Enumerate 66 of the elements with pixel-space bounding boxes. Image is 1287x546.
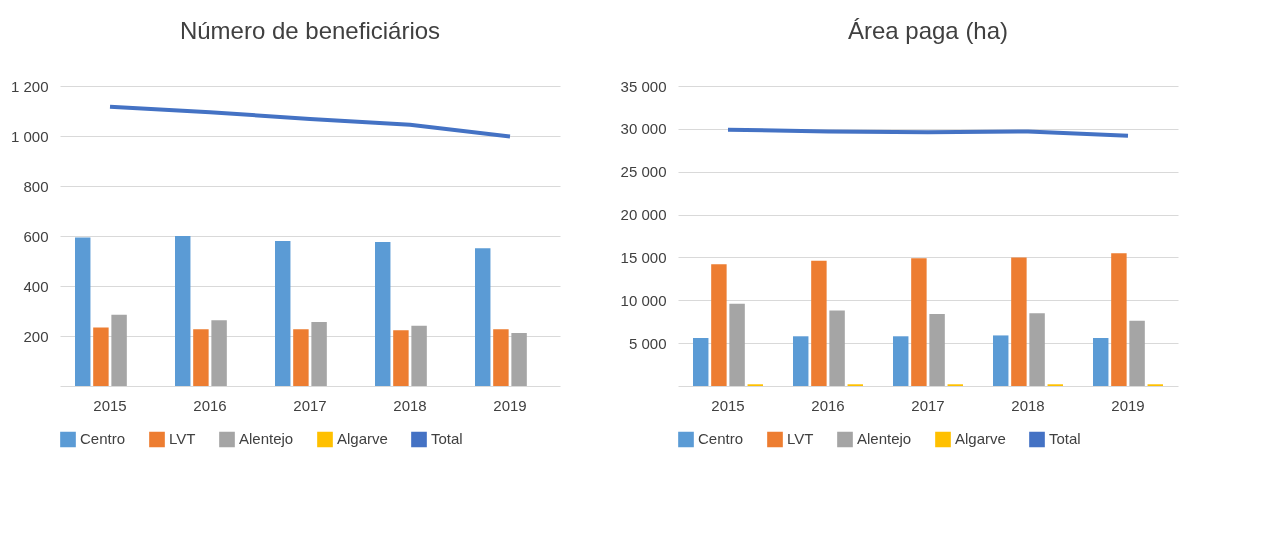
chart-title: Área paga (ha) (847, 17, 1009, 44)
x-tick-label: 2015 (711, 396, 745, 414)
bar (75, 237, 91, 386)
legend-label: LVT (169, 430, 196, 448)
bar (929, 314, 945, 386)
bar (729, 303, 745, 386)
bar (111, 314, 127, 386)
x-tick-label: 2015 (93, 396, 127, 414)
y-tick-label: 10 000 (620, 291, 667, 309)
bar (811, 260, 827, 386)
bar (1029, 313, 1045, 386)
bar (193, 329, 209, 386)
bar (293, 329, 309, 386)
legend-label: LVT (787, 430, 814, 448)
legend-label: Algarve (955, 430, 1006, 448)
x-tick-label: 2019 (1111, 396, 1145, 414)
bar (693, 338, 709, 386)
y-tick-label: 25 000 (620, 163, 667, 181)
y-tick-label: 15 000 (620, 248, 667, 266)
legend-label: Total (1049, 430, 1081, 448)
y-tick-label: 20 000 (620, 206, 667, 224)
bar (1011, 257, 1027, 386)
bar (1093, 338, 1109, 386)
legend-label: Algarve (337, 430, 388, 448)
y-tick-label: 400 (23, 277, 49, 295)
y-tick-label: 600 (23, 227, 49, 245)
y-tick-label: 35 000 (620, 77, 667, 95)
x-tick-label: 2017 (293, 396, 327, 414)
bar (493, 329, 509, 386)
legend-label: Centro (698, 430, 744, 448)
bar (1111, 253, 1127, 386)
y-tick-label: 200 (23, 327, 49, 345)
bar (211, 320, 227, 386)
bar (711, 264, 727, 386)
x-tick-label: 2017 (911, 396, 945, 414)
x-tick-label: 2016 (193, 396, 227, 414)
bar (175, 236, 191, 386)
bar (1129, 320, 1145, 386)
line-series (108, 104, 512, 139)
x-tick-label: 2019 (493, 396, 527, 414)
y-tick-label: 800 (23, 177, 49, 195)
bar (93, 327, 109, 386)
bar (511, 333, 527, 386)
bar (311, 322, 327, 386)
y-tick-label: 1 200 (10, 77, 49, 95)
chart-title: Número de beneficiários (179, 17, 441, 44)
bar (911, 258, 927, 386)
bar (829, 310, 845, 386)
legend-label: Alentejo (857, 430, 912, 448)
x-tick-label: 2018 (1011, 396, 1045, 414)
legend-label: Total (431, 430, 463, 448)
legend-label: Centro (80, 430, 126, 448)
bar (475, 248, 491, 386)
x-tick-label: 2016 (811, 396, 845, 414)
y-tick-label: 1 000 (10, 127, 49, 145)
y-tick-label: 5 000 (628, 334, 667, 352)
bar (793, 336, 809, 386)
bar (993, 335, 1009, 386)
bar (393, 330, 409, 386)
x-tick-label: 2018 (393, 396, 427, 414)
y-tick-label: 30 000 (620, 120, 667, 138)
bar (275, 241, 291, 386)
bar (411, 325, 427, 386)
bar (375, 242, 391, 386)
legend-label: Alentejo (239, 430, 294, 448)
bar (893, 336, 909, 386)
